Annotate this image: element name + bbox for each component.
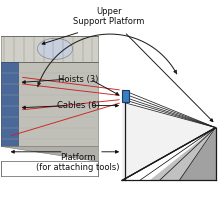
FancyBboxPatch shape [1, 62, 98, 146]
Polygon shape [122, 102, 216, 180]
Ellipse shape [37, 38, 73, 59]
Text: Hoists (3): Hoists (3) [58, 75, 98, 84]
FancyBboxPatch shape [1, 62, 18, 146]
Text: Cables (6): Cables (6) [57, 101, 99, 110]
FancyBboxPatch shape [1, 36, 98, 62]
Polygon shape [1, 146, 98, 161]
Polygon shape [150, 128, 216, 180]
Text: Upper
Support Platform: Upper Support Platform [73, 7, 145, 26]
Polygon shape [180, 128, 216, 180]
Text: Platform
(for attaching tools): Platform (for attaching tools) [36, 153, 120, 172]
FancyBboxPatch shape [122, 90, 129, 102]
